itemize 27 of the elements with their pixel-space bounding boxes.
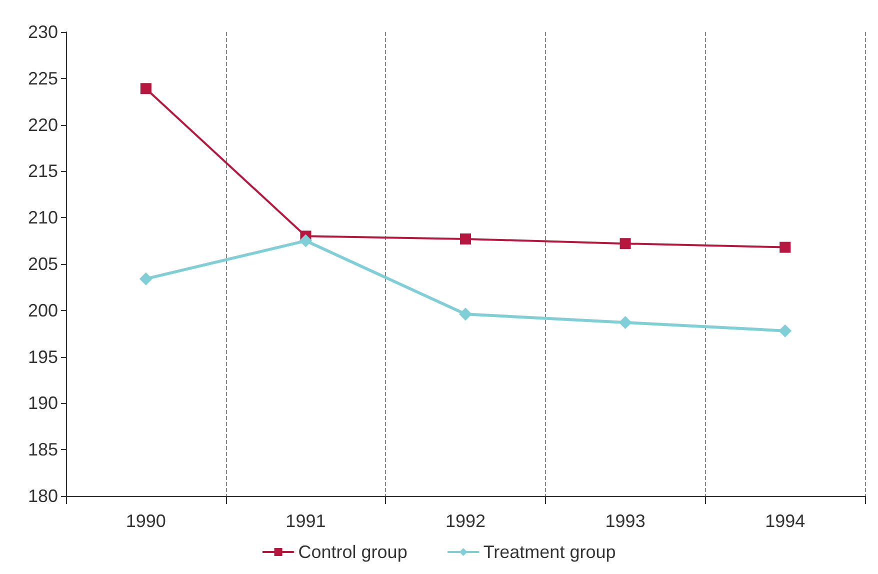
- y-tick-label: 180: [28, 486, 58, 506]
- x-tick-label: 1992: [445, 511, 486, 531]
- y-tick-label: 220: [28, 114, 58, 135]
- point: [780, 242, 791, 253]
- y-tick-label: 205: [28, 254, 58, 274]
- point: [459, 308, 472, 321]
- legend-label: Control group: [298, 542, 408, 562]
- y-tick-label: 210: [28, 208, 58, 228]
- point: [620, 238, 631, 250]
- y-tick-label: 215: [28, 161, 58, 182]
- point: [299, 234, 312, 248]
- point: [460, 233, 471, 244]
- point: [140, 83, 152, 94]
- y-tick-label: 225: [28, 68, 58, 88]
- y-tick-label: 200: [28, 300, 58, 320]
- x-tick-label: 1990: [126, 511, 166, 531]
- y-tick-label: 190: [28, 393, 58, 414]
- x-tick-label: 1993: [605, 511, 646, 531]
- x-tick-label: 1991: [286, 511, 326, 531]
- y-tick-label: 230: [28, 22, 58, 42]
- point: [618, 316, 632, 329]
- legend-label: Treatment group: [483, 542, 616, 562]
- y-tick-label: 185: [28, 440, 58, 460]
- point: [778, 324, 792, 338]
- point: [139, 272, 152, 286]
- x-tick-label: 1994: [765, 511, 806, 531]
- y-tick-label: 195: [28, 346, 58, 367]
